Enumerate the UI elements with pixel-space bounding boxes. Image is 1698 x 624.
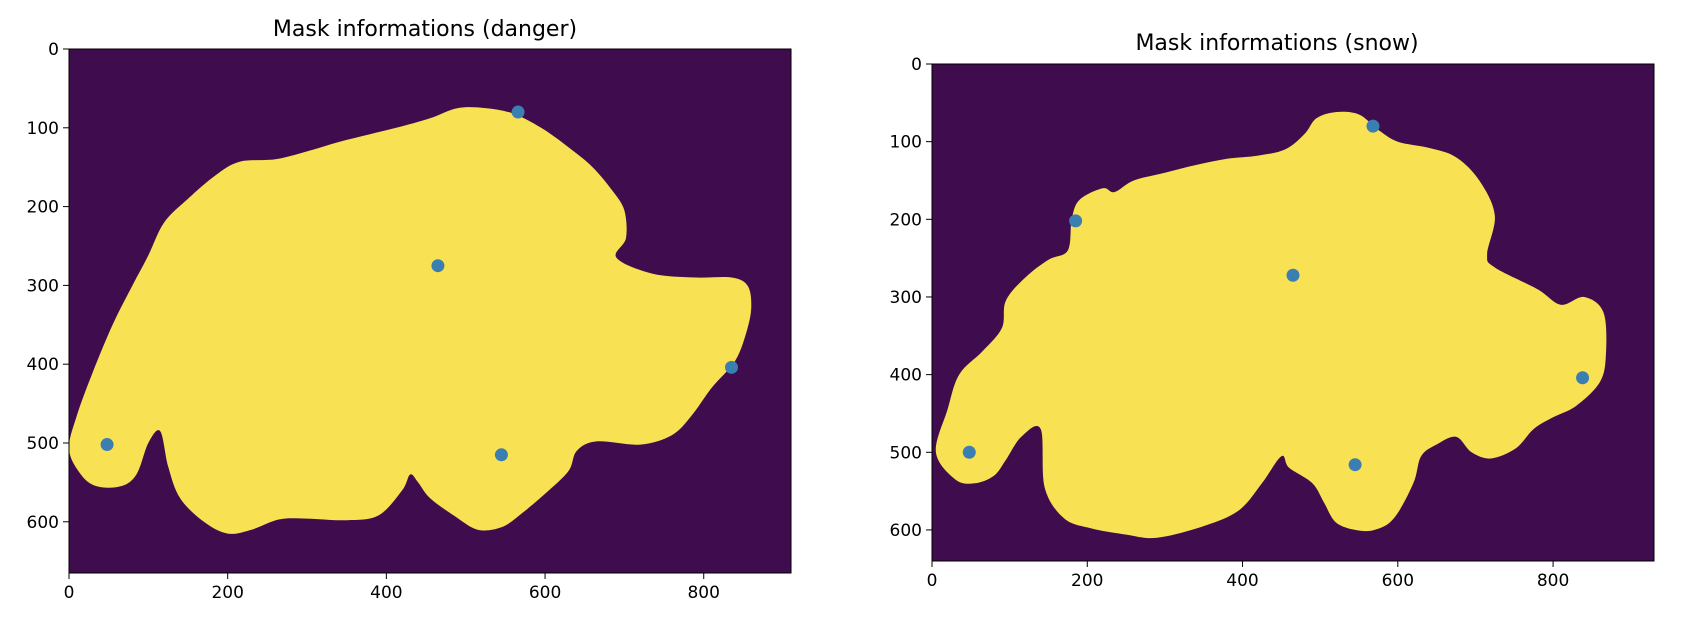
scatter-point: [1286, 268, 1300, 282]
scatter-point: [724, 360, 738, 374]
y-tick-label: 0: [911, 55, 922, 75]
x-tick-label: 200: [1071, 571, 1103, 591]
y-tick-label: 500: [890, 443, 922, 463]
x-tick-label: 0: [927, 571, 938, 591]
axes-frame: [68, 48, 792, 574]
x-tick-label: 600: [1382, 571, 1414, 591]
y-axis: 0 100 200 300 400 500 600: [890, 55, 932, 541]
y-tick-label: 100: [890, 133, 922, 153]
scatter-point: [962, 445, 976, 459]
scatter-point: [1069, 214, 1083, 228]
scatter-point: [494, 448, 508, 462]
y-tick-label: 400: [27, 355, 59, 375]
chart-title: Mask informations (danger): [273, 17, 577, 42]
y-tick-label: 200: [890, 210, 922, 230]
y-axis: 0 100 200 300 400 500 600: [27, 40, 69, 533]
x-axis: 0 200 400 600 800: [927, 561, 1569, 591]
x-axis: 0 200 400 600 800: [64, 573, 720, 603]
y-tick-label: 100: [27, 119, 59, 139]
scatter-points: [100, 105, 738, 462]
scatter-point: [1348, 458, 1362, 472]
y-tick-label: 400: [890, 366, 922, 386]
x-tick-label: 400: [370, 583, 402, 603]
x-tick-label: 800: [687, 583, 719, 603]
scatter-point: [511, 105, 525, 119]
scatter-point: [100, 438, 114, 452]
chart-title: Mask informations (snow): [1135, 31, 1418, 56]
x-tick-label: 800: [1537, 571, 1569, 591]
y-tick-label: 200: [27, 198, 59, 218]
y-tick-label: 600: [27, 513, 59, 533]
scatter-point: [1576, 371, 1590, 385]
x-tick-label: 600: [529, 583, 561, 603]
panel-danger: Mask informations (danger) 0 200 400 600 800…: [27, 17, 792, 603]
mask-region: [935, 111, 1607, 539]
scatter-points: [962, 119, 1590, 472]
mask-region: [69, 107, 752, 534]
x-tick-label: 200: [211, 583, 243, 603]
axes-frame: [931, 63, 1655, 562]
plot-area: [69, 49, 791, 573]
y-tick-label: 0: [48, 40, 59, 60]
scatter-point: [431, 259, 445, 273]
y-tick-label: 300: [27, 276, 59, 296]
x-tick-label: 400: [1226, 571, 1258, 591]
scatter-point: [1366, 119, 1380, 133]
y-tick-label: 600: [890, 521, 922, 541]
x-tick-label: 0: [64, 583, 75, 603]
y-tick-label: 500: [27, 434, 59, 454]
plot-area: [932, 64, 1654, 561]
panel-snow: Mask informations (snow) 0 200 400 600 800 0…: [890, 31, 1655, 591]
y-tick-label: 300: [890, 288, 922, 308]
